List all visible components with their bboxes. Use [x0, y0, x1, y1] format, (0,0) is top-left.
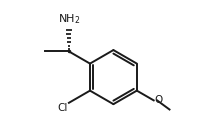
Text: Cl: Cl — [57, 104, 68, 113]
Text: O: O — [154, 95, 162, 105]
Text: NH$_2$: NH$_2$ — [58, 12, 80, 26]
